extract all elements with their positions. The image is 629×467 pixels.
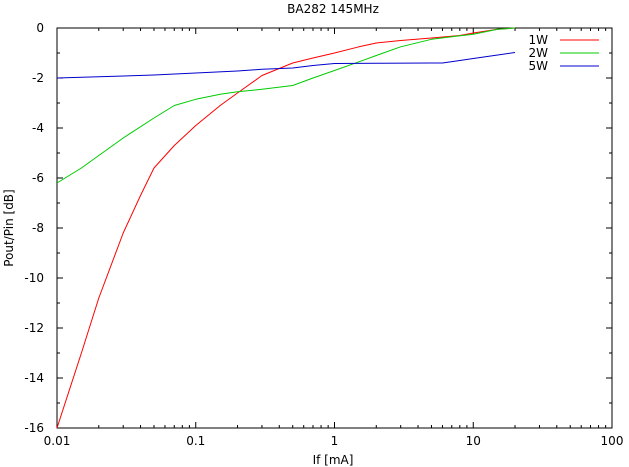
y-tick-label: -2 — [32, 71, 44, 85]
plot-frame — [56, 27, 613, 429]
y-tick-label: -14 — [24, 371, 44, 385]
y-tick-label: -10 — [24, 271, 44, 285]
series-line-1w — [56, 27, 516, 429]
y-axis-title: Pout/Pin [dB] — [2, 189, 16, 266]
y-tick-label: -12 — [24, 321, 44, 335]
legend-label-2w: 2W — [529, 46, 549, 60]
y-tick-label: -6 — [32, 171, 44, 185]
x-tick-label: 10 — [466, 434, 481, 448]
axis-ticks: 0 -2 -4 -6 -8 -10 -12 -14 -160.01 0.1 1 10 100 — [24, 21, 623, 448]
series-line-5w — [56, 52, 516, 79]
x-tick-label: 0.01 — [44, 434, 71, 448]
x-tick-label: 1 — [331, 434, 339, 448]
chart-title: BA282 145MHz — [287, 2, 379, 16]
y-tick-label: -8 — [32, 221, 44, 235]
y-tick-label: -16 — [24, 421, 44, 435]
x-tick-label: 100 — [601, 434, 624, 448]
x-tick-label: 0.1 — [186, 434, 205, 448]
legend-label-5w: 5W — [529, 59, 549, 73]
x-axis-title: If [mA] — [313, 453, 354, 467]
series-line-2w — [56, 27, 516, 184]
legend-label-1w: 1W — [529, 33, 549, 47]
y-tick-label: -4 — [32, 121, 44, 135]
series-group — [56, 27, 516, 429]
y-tick-label: 0 — [36, 21, 44, 35]
